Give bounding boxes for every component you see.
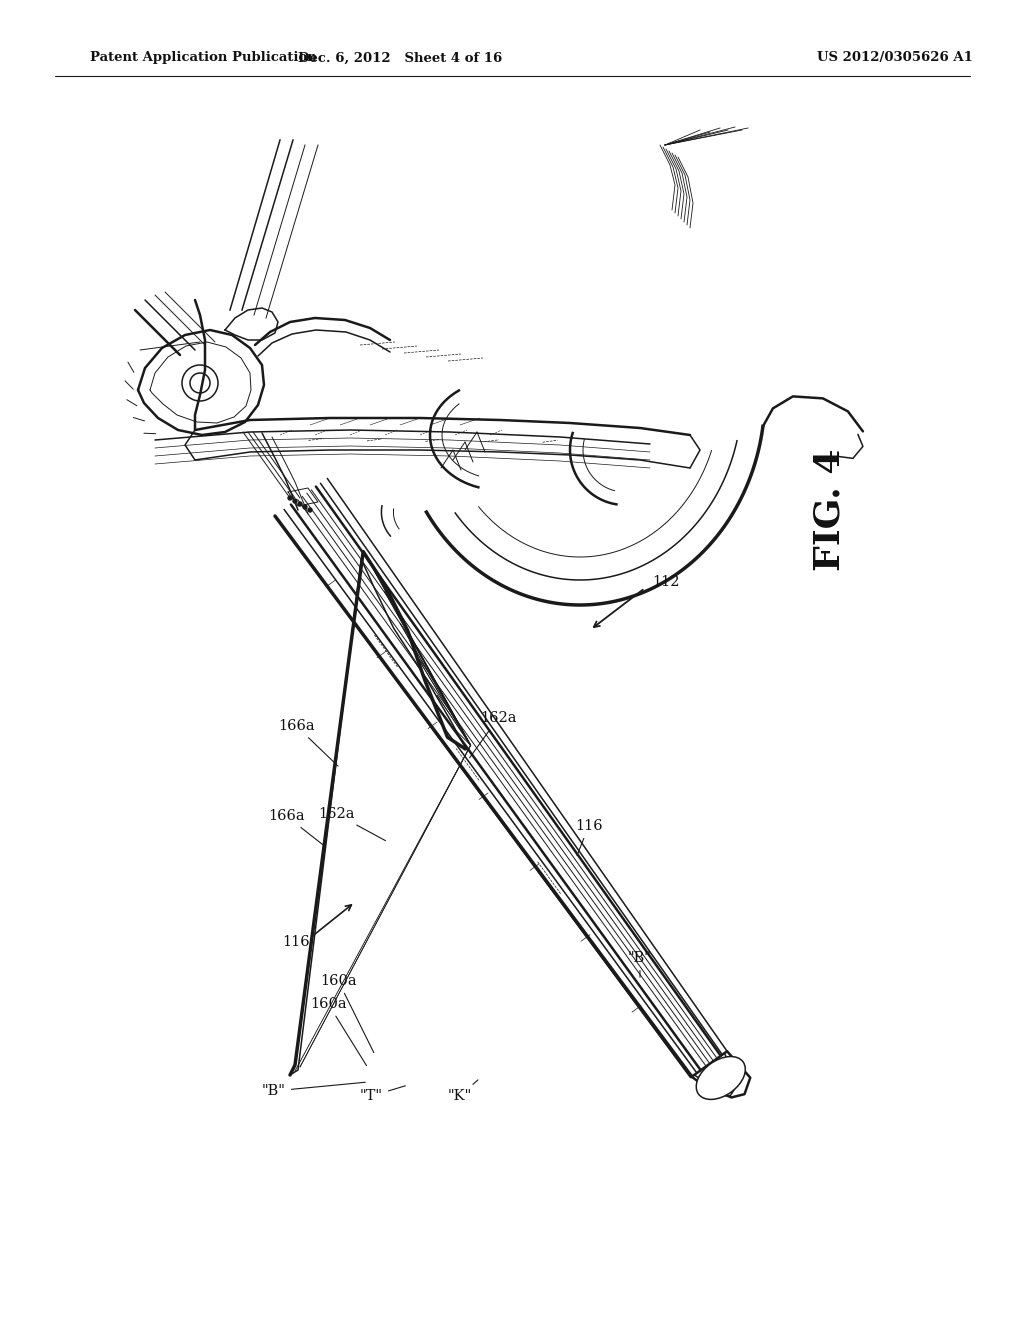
Text: 162a: 162a xyxy=(470,711,516,758)
Circle shape xyxy=(293,499,297,503)
Text: 166a: 166a xyxy=(268,809,325,846)
Text: 116: 116 xyxy=(282,935,309,949)
Ellipse shape xyxy=(696,1056,745,1100)
Text: "K": "K" xyxy=(449,1080,478,1104)
Text: FIG. 4: FIG. 4 xyxy=(813,449,847,572)
Text: Dec. 6, 2012   Sheet 4 of 16: Dec. 6, 2012 Sheet 4 of 16 xyxy=(298,51,502,65)
Text: 162a: 162a xyxy=(318,807,386,841)
Text: "B": "B" xyxy=(262,1082,366,1098)
Text: "B": "B" xyxy=(628,950,652,977)
Circle shape xyxy=(308,508,312,512)
Circle shape xyxy=(298,502,302,506)
Text: 112: 112 xyxy=(652,576,680,589)
Text: 160a: 160a xyxy=(310,997,367,1065)
Text: 160a: 160a xyxy=(319,974,374,1052)
Text: US 2012/0305626 A1: US 2012/0305626 A1 xyxy=(817,51,973,65)
Text: 116: 116 xyxy=(575,818,603,855)
Text: 166a: 166a xyxy=(278,719,338,766)
Circle shape xyxy=(288,496,292,500)
Circle shape xyxy=(303,506,307,510)
Text: "T": "T" xyxy=(360,1086,406,1104)
Text: Patent Application Publication: Patent Application Publication xyxy=(90,51,316,65)
